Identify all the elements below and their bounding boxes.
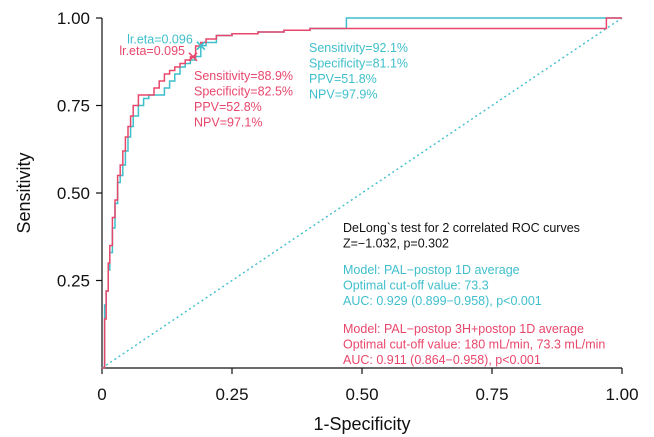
- x-tick-label: 0.75: [475, 385, 508, 404]
- cutoff-marker-cross: [188, 52, 198, 62]
- x-axis-title: 1-Specificity: [313, 414, 410, 434]
- cutoff-marker-cross: [196, 41, 206, 51]
- roc-curve-teal: [102, 17, 622, 369]
- red-sensitivity: Sensitivity=88.9%: [194, 69, 293, 83]
- red-stats-annotation: Sensitivity=88.9% Specificity=82.5% PPV=…: [194, 69, 293, 130]
- y-tick-label: 0.75: [57, 97, 90, 116]
- model2-annotation: Model: PAL−postop 3H+postop 1D average O…: [343, 322, 605, 367]
- teal-sensitivity: Sensitivity=92.1%: [309, 41, 408, 55]
- red-npv: NPV=97.1%: [194, 116, 262, 130]
- y-tick-label: 1.00: [57, 9, 90, 28]
- red-ppv: PPV=52.8%: [194, 100, 262, 114]
- teal-stats-annotation: Sensitivity=92.1% Specificity=81.1% PPV=…: [309, 41, 408, 102]
- model1-annotation: Model: PAL−postop 1D average Optimal cut…: [343, 263, 542, 308]
- model1-auc: AUC: 0.929 (0.899−0.958), p<0.001: [343, 294, 542, 308]
- model2-auc: AUC: 0.911 (0.864−0.958), p<0.001: [343, 353, 541, 367]
- roc-curves: [102, 17, 622, 369]
- model1-cutoff: Optimal cut-off value: 73.3: [343, 279, 489, 293]
- x-tick-label: 1.00: [605, 385, 638, 404]
- teal-npv: NPV=97.9%: [309, 88, 377, 102]
- teal-ppv: PPV=51.8%: [309, 72, 377, 86]
- y-tick-label: 0.50: [57, 184, 90, 203]
- model2-name: Model: PAL−postop 3H+postop 1D average: [343, 322, 584, 336]
- model1-name: Model: PAL−postop 1D average: [343, 263, 520, 277]
- y-axis-title: Sensitivity: [14, 152, 34, 233]
- cutoff-marker-label: lr.eta=0.095: [119, 44, 185, 58]
- red-specificity: Specificity=82.5%: [194, 85, 293, 99]
- ticks: 0 0.25 0.50 0.75 1.00 0.25 0.50 0.75 1.00: [57, 9, 639, 404]
- delong-result: Z=−1.032, p=0.302: [343, 237, 449, 251]
- x-tick-label: 0.50: [345, 385, 378, 404]
- x-tick-label: 0: [97, 385, 106, 404]
- roc-curve-red: [102, 17, 622, 369]
- x-tick-label: 0.25: [215, 385, 248, 404]
- delong-test-annotation: DeLong`s test for 2 correlated ROC curve…: [343, 221, 580, 251]
- cutoff-marker-label: lr.eta=0.096: [127, 33, 193, 47]
- y-tick-label: 0.25: [57, 272, 90, 291]
- teal-specificity: Specificity=81.1%: [309, 57, 408, 71]
- delong-title: DeLong`s test for 2 correlated ROC curve…: [343, 221, 580, 235]
- model2-cutoff: Optimal cut-off value: 180 mL/min, 73.3 …: [343, 338, 605, 352]
